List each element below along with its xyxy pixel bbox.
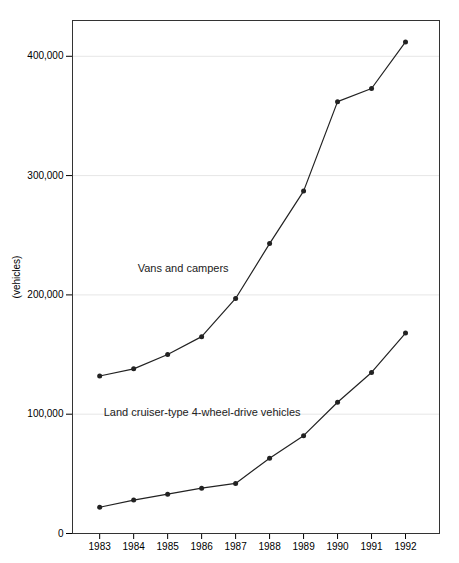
- svg-text:200,000: 200,000: [27, 289, 64, 300]
- svg-text:1987: 1987: [224, 541, 247, 552]
- svg-text:400,000: 400,000: [27, 50, 64, 61]
- svg-text:1990: 1990: [326, 541, 349, 552]
- svg-text:100,000: 100,000: [27, 408, 64, 419]
- svg-text:Vans and campers: Vans and campers: [138, 262, 229, 274]
- svg-text:Land cruiser-type 4-wheel-driv: Land cruiser-type 4-wheel-drive vehicles: [104, 406, 301, 418]
- svg-text:1984: 1984: [123, 541, 146, 552]
- svg-text:1991: 1991: [360, 541, 383, 552]
- svg-text:1989: 1989: [292, 541, 315, 552]
- svg-text:1992: 1992: [394, 541, 417, 552]
- svg-text:(vehicles): (vehicles): [11, 256, 22, 299]
- svg-text:1985: 1985: [157, 541, 180, 552]
- svg-text:1986: 1986: [191, 541, 214, 552]
- svg-text:0: 0: [58, 528, 64, 539]
- svg-text:1988: 1988: [258, 541, 281, 552]
- svg-text:1983: 1983: [89, 541, 112, 552]
- svg-text:300,000: 300,000: [27, 170, 64, 181]
